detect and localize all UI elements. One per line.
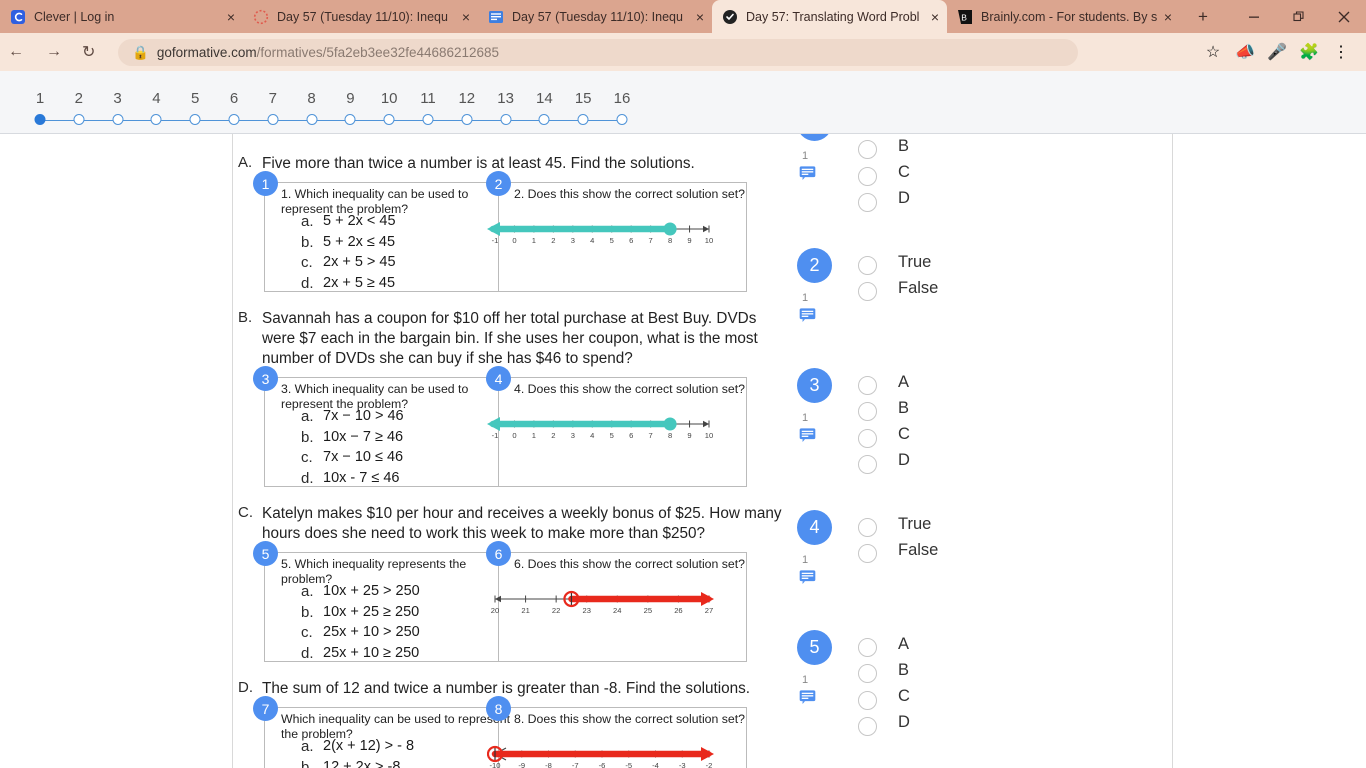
- svg-text:-2: -2: [706, 761, 713, 768]
- svg-text:8: 8: [668, 236, 672, 245]
- svg-text:6: 6: [629, 236, 633, 245]
- svg-text:1: 1: [532, 431, 536, 440]
- svg-text:-5: -5: [625, 761, 632, 768]
- svg-text:4: 4: [590, 236, 594, 245]
- svg-text:0: 0: [512, 236, 516, 245]
- svg-text:1: 1: [532, 236, 536, 245]
- svg-text:10: 10: [705, 236, 713, 245]
- svg-text:20: 20: [491, 606, 499, 615]
- svg-text:-1: -1: [492, 236, 499, 245]
- svg-text:3: 3: [571, 431, 575, 440]
- svg-text:8: 8: [668, 431, 672, 440]
- svg-text:2: 2: [551, 431, 555, 440]
- svg-text:B: B: [961, 12, 967, 22]
- svg-text:9: 9: [687, 431, 691, 440]
- svg-text:2: 2: [551, 236, 555, 245]
- svg-text:9: 9: [687, 236, 691, 245]
- svg-text:5: 5: [610, 236, 614, 245]
- svg-text:-6: -6: [599, 761, 606, 768]
- svg-text:4: 4: [590, 431, 594, 440]
- svg-text:-8: -8: [545, 761, 552, 768]
- svg-text:0: 0: [512, 431, 516, 440]
- svg-text:27: 27: [705, 606, 713, 615]
- svg-text:10: 10: [705, 431, 713, 440]
- svg-text:-7: -7: [572, 761, 579, 768]
- svg-text:26: 26: [674, 606, 682, 615]
- svg-text:-1: -1: [492, 431, 499, 440]
- svg-text:5: 5: [610, 431, 614, 440]
- svg-text:3: 3: [571, 236, 575, 245]
- svg-text:6: 6: [629, 431, 633, 440]
- svg-text:-9: -9: [518, 761, 525, 768]
- svg-text:21: 21: [521, 606, 529, 615]
- svg-text:23: 23: [582, 606, 590, 615]
- svg-text:-3: -3: [679, 761, 686, 768]
- svg-text:7: 7: [649, 431, 653, 440]
- svg-text:25: 25: [644, 606, 652, 615]
- svg-text:24: 24: [613, 606, 621, 615]
- svg-text:7: 7: [649, 236, 653, 245]
- svg-text:-4: -4: [652, 761, 659, 768]
- svg-text:22: 22: [552, 606, 560, 615]
